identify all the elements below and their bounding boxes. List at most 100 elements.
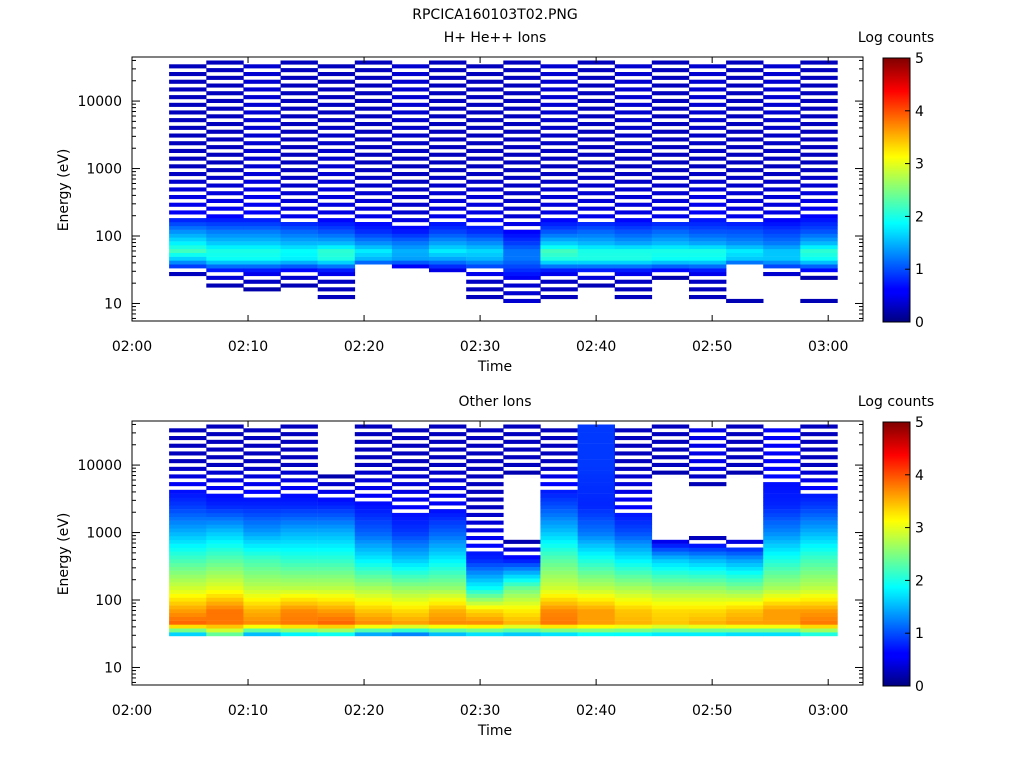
colorbar-tick-label: 0 [915,679,924,695]
heatmap-cell [540,539,578,544]
heatmap-cell [800,566,838,571]
heatmap-cell [280,632,318,637]
heatmap-cell [577,145,615,150]
heatmap-cell [354,106,393,111]
heatmap-cell [689,586,727,591]
heatmap-cell [540,624,578,629]
heatmap-cell [243,72,281,77]
heatmap-cell [169,601,207,606]
heatmap-cell [763,520,801,525]
heatmap-cell [540,218,578,223]
heatmap-cell [726,160,764,165]
heatmap-cell [206,505,244,510]
heatmap-cell [726,628,764,633]
heatmap-cell [503,609,541,614]
heatmap-cell [614,616,653,621]
heatmap-cell [391,225,430,230]
heatmap-cell [466,87,504,92]
heatmap-cell [243,562,281,567]
heatmap-cell [540,597,578,602]
heatmap-cell [206,275,244,280]
heatmap-cell [243,241,281,246]
heatmap-cell [317,520,356,525]
heatmap-cell [206,601,244,606]
heatmap-cell [763,237,801,242]
heatmap-cell [243,612,281,617]
heatmap-cell [540,222,578,227]
heatmap-cell [429,593,467,598]
heatmap-cell [466,428,504,433]
heatmap-cell [317,233,356,238]
heatmap-cell [169,497,207,502]
heatmap-cell [651,256,690,261]
heatmap-cell [429,551,467,556]
heatmap-cell [391,172,430,177]
heatmap-cell [614,589,653,594]
heatmap-cell [280,536,318,541]
heatmap-cell [726,129,764,134]
heatmap-cell [726,439,764,444]
heatmap-cell [280,624,318,629]
heatmap-cell [540,268,578,273]
heatmap-cell [763,524,801,529]
heatmap-cell [243,264,281,269]
heatmap-cell [503,114,541,119]
heatmap-cell [391,79,430,84]
heatmap-cell [280,222,318,227]
panel-other-ions: Other Ions 02:00 02:10 02:20 02:30 02:40 02:5… [56,394,934,739]
heatmap-cell [614,164,653,169]
heatmap-cell [577,532,615,537]
heatmap-cell [429,612,467,617]
heatmap-cell [243,512,281,517]
heatmap-cell [391,229,430,234]
heatmap-cell [651,559,690,564]
heatmap-cell [614,505,653,510]
heatmap-cell [317,551,356,556]
heatmap-cell [354,632,393,637]
heatmap-cell [577,260,615,265]
heatmap-cell [429,424,467,429]
heatmap-cell [391,451,430,456]
heatmap-cell [169,616,207,621]
heatmap-cell [391,179,430,184]
heatmap-cell [429,601,467,606]
heatmap-cell [169,264,207,269]
heatmap-cell [354,574,393,579]
heatmap-cell [206,532,244,537]
heatmap-cell [800,222,838,227]
heatmap-cell [206,264,244,269]
heatmap-cell [317,125,356,130]
heatmap-cell [354,609,393,614]
heatmap-cell [651,424,690,429]
heatmap-cell [280,597,318,602]
heatmap-cell [651,98,690,103]
heatmap-cell [800,68,838,73]
heatmap-cell [726,248,764,253]
heatmap-cell [800,75,838,80]
heatmap-cell [503,198,541,203]
heatmap-cell [577,283,615,288]
heatmap-cell [280,214,318,219]
heatmap-cell [577,106,615,111]
heatmap-cell [354,624,393,629]
heatmap-cell [354,122,393,127]
heatmap-cell [391,543,430,548]
heatmap-cell [689,566,727,571]
heatmap-cell [169,241,207,246]
heatmap-cell [503,137,541,142]
heatmap-cell [800,516,838,521]
heatmap-cell [354,462,393,467]
heatmap-cell [800,505,838,510]
heatmap-cell [354,512,393,517]
heatmap-cell [206,268,244,273]
heatmap-cell [206,470,244,475]
heatmap-cell [763,605,801,610]
heatmap-cell [243,102,281,107]
heatmap-cell [169,195,207,200]
heatmap-cell [169,428,207,433]
heatmap-cell [243,524,281,529]
heatmap-cell [800,225,838,230]
heatmap-cell [577,275,615,280]
heatmap-cell [429,547,467,552]
heatmap-cell [280,601,318,606]
